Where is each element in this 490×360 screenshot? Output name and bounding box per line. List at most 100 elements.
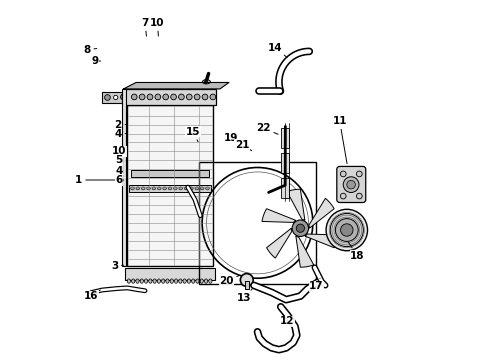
Circle shape	[171, 94, 176, 100]
Bar	[122, 89, 126, 266]
Ellipse shape	[179, 279, 182, 283]
Circle shape	[131, 94, 137, 100]
Circle shape	[347, 180, 355, 189]
Ellipse shape	[163, 187, 167, 190]
Circle shape	[341, 171, 346, 177]
Text: 9: 9	[92, 56, 100, 66]
Ellipse shape	[174, 279, 178, 283]
Ellipse shape	[187, 279, 191, 283]
Text: 17: 17	[309, 278, 324, 292]
FancyBboxPatch shape	[337, 166, 366, 203]
Bar	[198, 162, 317, 284]
Ellipse shape	[196, 279, 199, 283]
Circle shape	[356, 171, 362, 177]
Ellipse shape	[195, 187, 198, 190]
Bar	[123, 89, 217, 105]
Bar	[281, 153, 289, 173]
Text: 19: 19	[224, 133, 242, 145]
Circle shape	[114, 95, 118, 100]
Bar	[127, 105, 213, 266]
Polygon shape	[309, 198, 334, 228]
Circle shape	[139, 94, 145, 100]
Ellipse shape	[202, 80, 210, 84]
Circle shape	[356, 193, 362, 199]
Polygon shape	[305, 234, 339, 248]
Circle shape	[336, 219, 358, 242]
Circle shape	[330, 213, 364, 247]
Text: 4: 4	[115, 129, 126, 139]
Text: 3: 3	[111, 261, 123, 271]
Ellipse shape	[132, 279, 135, 283]
Bar	[131, 170, 209, 177]
Ellipse shape	[157, 187, 161, 190]
Text: 20: 20	[219, 276, 239, 286]
Text: 13: 13	[237, 289, 252, 303]
Text: 21: 21	[235, 140, 252, 151]
Polygon shape	[267, 228, 292, 258]
Ellipse shape	[183, 279, 186, 283]
Circle shape	[292, 220, 309, 237]
Circle shape	[241, 274, 253, 287]
Ellipse shape	[140, 279, 144, 283]
Text: 7: 7	[141, 18, 148, 36]
Ellipse shape	[136, 279, 139, 283]
Text: 16: 16	[84, 290, 100, 301]
Circle shape	[210, 94, 216, 100]
Ellipse shape	[145, 279, 147, 283]
Text: 18: 18	[348, 242, 365, 261]
Ellipse shape	[149, 279, 152, 283]
Text: 8: 8	[83, 45, 97, 55]
Circle shape	[178, 94, 184, 100]
Ellipse shape	[136, 187, 140, 190]
Ellipse shape	[157, 279, 161, 283]
Ellipse shape	[166, 279, 169, 283]
Ellipse shape	[192, 279, 195, 283]
Ellipse shape	[173, 187, 177, 190]
Bar	[281, 178, 289, 198]
Bar	[129, 185, 211, 192]
Ellipse shape	[162, 279, 165, 283]
Ellipse shape	[200, 187, 204, 190]
Text: 10: 10	[150, 18, 165, 36]
Text: 11: 11	[332, 116, 347, 164]
Polygon shape	[123, 82, 229, 89]
Bar	[125, 267, 215, 280]
Bar	[245, 281, 248, 289]
Text: 5: 5	[116, 156, 127, 165]
Text: 15: 15	[186, 127, 200, 142]
Text: 6: 6	[116, 175, 127, 185]
Text: 10: 10	[112, 147, 126, 157]
Circle shape	[104, 95, 110, 100]
Ellipse shape	[127, 279, 130, 283]
Text: 4: 4	[116, 166, 127, 176]
Circle shape	[194, 94, 200, 100]
Ellipse shape	[168, 187, 172, 190]
Circle shape	[186, 94, 192, 100]
Ellipse shape	[204, 279, 208, 283]
Ellipse shape	[179, 187, 182, 190]
Bar	[281, 128, 289, 148]
Text: 14: 14	[268, 43, 287, 58]
Text: 12: 12	[280, 316, 294, 326]
Text: 1: 1	[75, 175, 123, 185]
Ellipse shape	[152, 187, 156, 190]
Circle shape	[343, 177, 359, 193]
Ellipse shape	[200, 279, 203, 283]
Text: 2: 2	[115, 120, 126, 130]
Ellipse shape	[206, 187, 209, 190]
Ellipse shape	[184, 187, 188, 190]
Circle shape	[121, 94, 126, 100]
Ellipse shape	[190, 187, 193, 190]
Circle shape	[155, 94, 161, 100]
Ellipse shape	[147, 187, 150, 190]
Circle shape	[326, 209, 368, 251]
Ellipse shape	[209, 279, 212, 283]
Circle shape	[163, 94, 169, 100]
Ellipse shape	[170, 279, 173, 283]
Ellipse shape	[153, 279, 156, 283]
Bar	[102, 92, 122, 103]
Circle shape	[202, 94, 208, 100]
Ellipse shape	[131, 187, 134, 190]
Circle shape	[296, 224, 304, 232]
Circle shape	[147, 94, 153, 100]
